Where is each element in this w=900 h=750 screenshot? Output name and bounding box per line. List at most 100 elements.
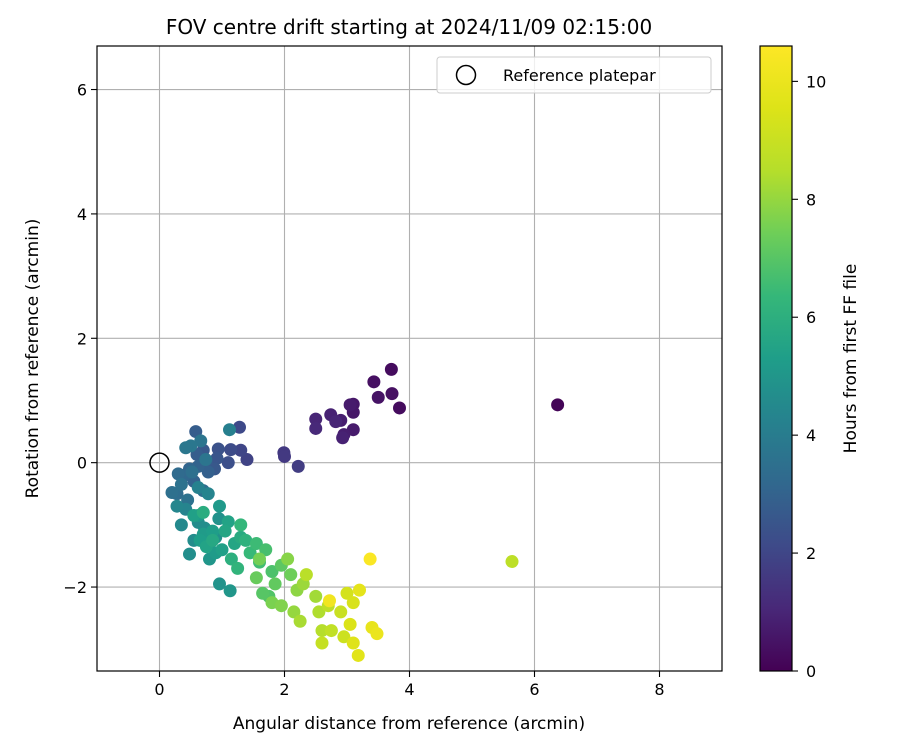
data-point <box>183 547 196 561</box>
data-point <box>165 486 179 500</box>
data-point <box>337 630 351 644</box>
data-point <box>340 586 354 600</box>
colorbar-tick-label: 4 <box>806 426 816 445</box>
x-tick-label: 0 <box>154 680 164 699</box>
data-point <box>218 524 232 538</box>
data-point <box>221 456 235 470</box>
data-point <box>346 636 360 650</box>
data-point <box>206 533 220 547</box>
y-tick-label: 0 <box>77 454 87 473</box>
x-axis-label: Angular distance from reference (arcmin) <box>233 714 585 734</box>
y-tick-label: 6 <box>77 81 87 100</box>
data-point <box>210 451 224 465</box>
data-point <box>334 605 348 619</box>
colorbar-tick-label: 0 <box>806 662 816 681</box>
data-point <box>249 537 263 551</box>
data-point <box>384 362 398 376</box>
data-point <box>215 543 229 557</box>
x-axis-ticks: 0 2 4 6 8 <box>154 671 665 699</box>
data-point <box>174 518 188 532</box>
y-axis-label: Rotation from reference (arcmin) <box>23 219 43 499</box>
data-point <box>224 443 238 457</box>
data-point <box>224 552 238 566</box>
data-points <box>165 362 565 662</box>
data-point <box>551 398 565 412</box>
data-point <box>363 552 377 566</box>
data-point <box>213 577 226 591</box>
x-tick-label: 8 <box>654 680 664 699</box>
data-point <box>265 564 279 578</box>
data-point <box>353 583 366 597</box>
legend-marker-reference-icon <box>455 64 477 86</box>
data-point <box>185 465 199 479</box>
data-point <box>191 481 205 495</box>
data-point <box>278 449 291 463</box>
data-point <box>256 586 270 600</box>
x-tick-label: 2 <box>279 680 289 699</box>
data-point <box>299 568 313 582</box>
data-point <box>309 589 323 603</box>
data-point <box>309 421 323 435</box>
colorbar-gradient <box>759 45 793 672</box>
data-point <box>351 648 365 662</box>
data-point <box>336 431 350 445</box>
data-point <box>223 584 237 598</box>
x-tick-label: 4 <box>404 680 414 699</box>
legend-label-reference: Reference platepar <box>503 66 656 85</box>
data-point <box>315 624 329 638</box>
data-point <box>291 459 305 473</box>
data-point <box>170 499 184 513</box>
data-point <box>233 420 246 434</box>
data-point <box>174 477 188 491</box>
data-point <box>171 467 185 481</box>
data-point <box>367 375 381 389</box>
data-point <box>505 555 519 569</box>
data-point <box>206 524 220 538</box>
data-point <box>179 441 193 455</box>
colorbar-tick-label: 8 <box>806 190 816 209</box>
data-point <box>281 552 295 566</box>
data-point <box>249 571 263 585</box>
chart-title: FOV centre drift starting at 2024/11/09 … <box>166 15 652 39</box>
data-point <box>312 605 326 619</box>
data-point <box>201 487 215 501</box>
data-point <box>234 518 248 532</box>
data-point <box>323 594 336 608</box>
colorbar: 0 2 4 6 8 10 Hours from first FF file <box>759 45 861 681</box>
data-point <box>315 636 329 650</box>
data-point <box>234 443 248 457</box>
data-point <box>274 599 288 613</box>
data-point <box>324 624 338 638</box>
data-point <box>196 505 210 519</box>
data-point <box>194 434 208 448</box>
data-point <box>287 605 301 619</box>
data-point <box>343 398 357 412</box>
colorbar-tick-label: 2 <box>806 544 816 563</box>
data-point <box>268 577 282 591</box>
colorbar-tick-label: 10 <box>806 72 826 91</box>
data-point <box>385 387 399 401</box>
data-point <box>393 401 406 415</box>
legend-box <box>436 56 712 94</box>
y-axis-ticks: −2 0 2 4 6 <box>63 81 97 597</box>
data-point <box>284 568 298 582</box>
colorbar-tick-label: 6 <box>806 308 816 327</box>
data-point <box>243 546 257 560</box>
y-tick-label: −2 <box>63 578 87 597</box>
data-point <box>231 561 245 575</box>
data-point <box>371 390 385 404</box>
data-point <box>259 543 273 557</box>
x-tick-label: 6 <box>529 680 539 699</box>
y-tick-label: 2 <box>77 329 87 348</box>
data-point <box>240 453 254 467</box>
data-point <box>223 423 236 437</box>
colorbar-label: Hours from first FF file <box>841 264 861 454</box>
y-tick-label: 4 <box>77 205 87 224</box>
data-point <box>346 596 360 610</box>
data-point <box>293 614 307 628</box>
data-point <box>343 617 357 631</box>
reference-platepar-marker <box>149 452 170 473</box>
data-point <box>370 627 384 641</box>
legend: Reference platepar <box>436 56 712 94</box>
